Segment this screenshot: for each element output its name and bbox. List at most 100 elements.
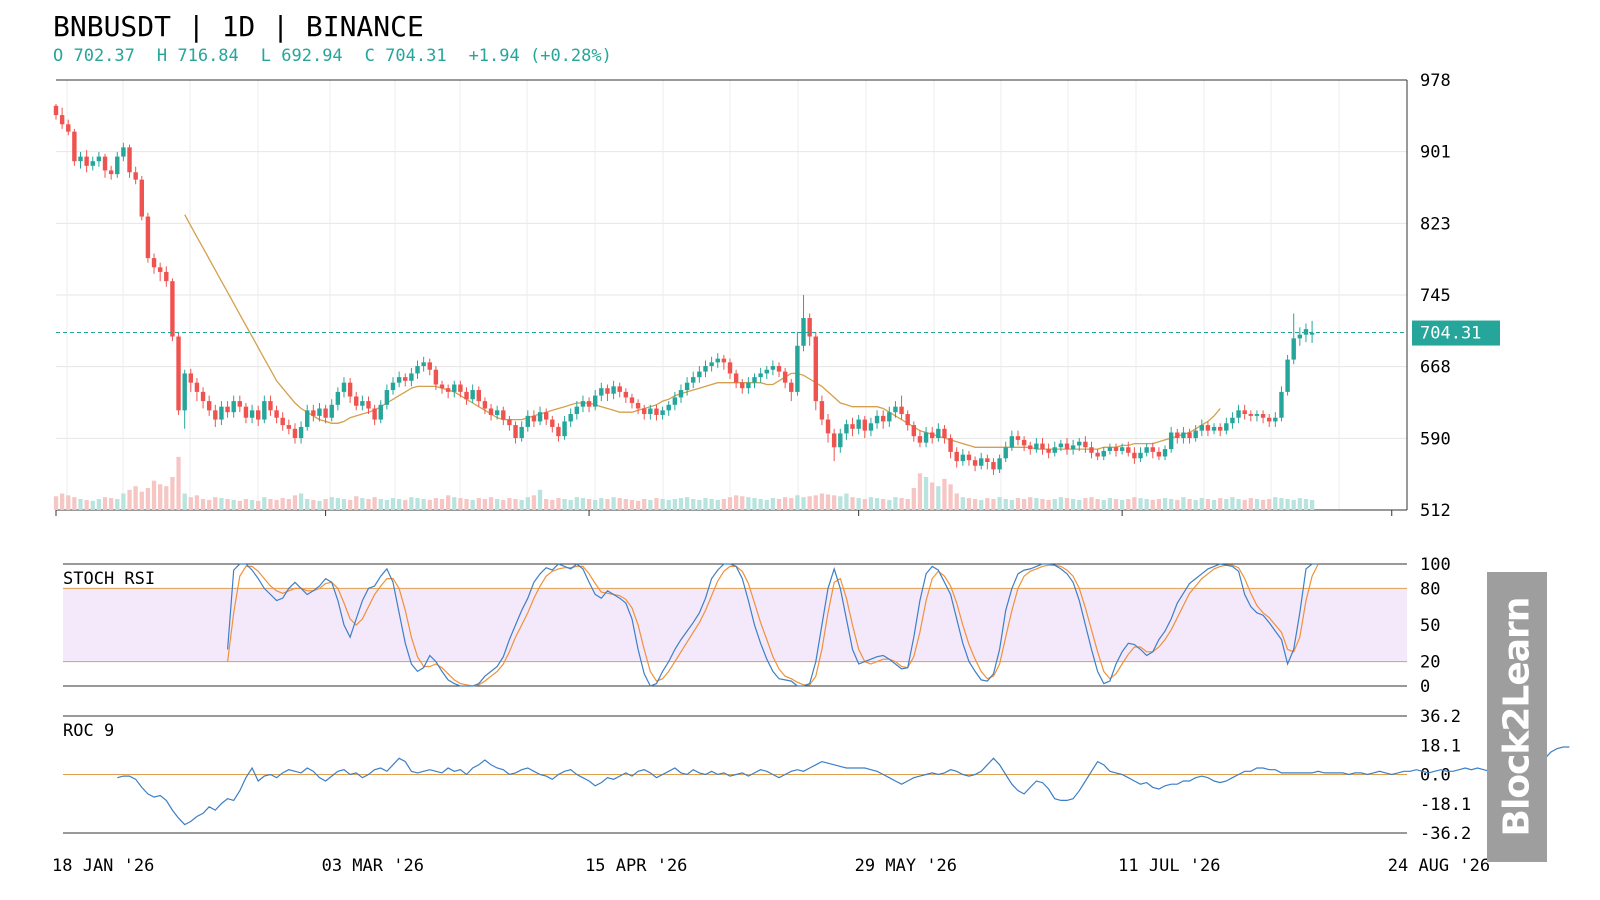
candle bbox=[1144, 443, 1149, 457]
candle-body bbox=[635, 402, 641, 409]
candle bbox=[905, 410, 910, 431]
volume-bar bbox=[776, 499, 782, 510]
candle bbox=[684, 377, 690, 396]
stoch-label: STOCH RSI bbox=[63, 569, 155, 589]
candle bbox=[329, 399, 334, 422]
volume-bar bbox=[972, 499, 978, 510]
candle bbox=[1254, 410, 1260, 422]
candle-body bbox=[347, 382, 353, 397]
candle bbox=[979, 452, 984, 470]
candle bbox=[752, 373, 757, 389]
volume-bar bbox=[458, 498, 463, 510]
candle bbox=[923, 426, 929, 448]
volume-bar bbox=[72, 497, 77, 510]
price-tick-label: 978 bbox=[1420, 71, 1451, 91]
candle bbox=[194, 378, 200, 402]
candle-body bbox=[721, 358, 727, 363]
watermark-text: Block2Learn bbox=[1496, 597, 1538, 837]
candle-body bbox=[586, 401, 592, 407]
candle-body bbox=[188, 373, 194, 383]
volume-bar bbox=[311, 499, 316, 510]
candle-body bbox=[1009, 436, 1015, 448]
candle bbox=[452, 380, 457, 398]
candle bbox=[531, 410, 537, 427]
volume-bar bbox=[850, 497, 855, 510]
candle-body bbox=[697, 371, 702, 378]
candle bbox=[274, 405, 279, 424]
candle bbox=[789, 378, 794, 402]
volume-bar bbox=[1138, 498, 1143, 510]
candle bbox=[1199, 419, 1205, 437]
candle bbox=[1119, 443, 1125, 455]
candle bbox=[1205, 421, 1211, 437]
volume-bar bbox=[403, 499, 408, 510]
volume-bar bbox=[84, 499, 89, 510]
candle-body bbox=[403, 377, 408, 381]
candle-body bbox=[157, 267, 163, 272]
candle-body bbox=[182, 373, 187, 411]
last-price-box bbox=[1412, 320, 1500, 346]
candle bbox=[298, 421, 304, 444]
candle bbox=[874, 410, 880, 429]
volume-bar bbox=[151, 480, 157, 510]
candle bbox=[936, 423, 941, 442]
candle bbox=[580, 395, 586, 413]
volume-bar bbox=[740, 496, 745, 510]
roc-line bbox=[117, 746, 1570, 826]
roc-tick-label: -18.1 bbox=[1420, 795, 1471, 815]
candle-body bbox=[1015, 436, 1021, 440]
candle bbox=[384, 384, 390, 410]
candle bbox=[1046, 443, 1051, 459]
candle-body bbox=[1266, 417, 1272, 422]
candle-body bbox=[678, 390, 684, 398]
candle-body bbox=[329, 404, 334, 418]
volume-bar bbox=[556, 498, 561, 510]
candle bbox=[556, 423, 561, 442]
candle-body bbox=[580, 401, 586, 407]
volume-bar bbox=[476, 498, 481, 510]
volume-bar bbox=[421, 499, 426, 510]
candle-body bbox=[1217, 426, 1223, 431]
volume-bar bbox=[1021, 499, 1027, 510]
candle-body bbox=[1089, 447, 1094, 453]
volume-bar bbox=[985, 498, 990, 510]
candle-body bbox=[317, 408, 322, 416]
candle-body bbox=[452, 384, 457, 392]
candle bbox=[206, 395, 212, 416]
x-tick-label: 11 JUL '26 bbox=[1118, 856, 1220, 876]
volume-bar bbox=[813, 495, 818, 510]
x-tick-label: 24 AUG '26 bbox=[1388, 856, 1490, 876]
volume-bar bbox=[1083, 498, 1088, 510]
candle bbox=[709, 356, 714, 372]
price-grid bbox=[56, 80, 1407, 510]
candle-body bbox=[666, 404, 671, 411]
price-tick-label: 901 bbox=[1420, 143, 1451, 163]
ohlc-open: O 702.37 bbox=[53, 46, 135, 66]
candle-body bbox=[985, 458, 990, 463]
volume-bar bbox=[396, 499, 402, 510]
candle bbox=[1187, 428, 1192, 444]
candle bbox=[347, 378, 353, 403]
candle-body bbox=[537, 412, 543, 422]
candle bbox=[378, 400, 383, 424]
volume-bar bbox=[574, 497, 579, 510]
volume-bar bbox=[341, 499, 347, 510]
candle-body bbox=[795, 345, 800, 392]
candle bbox=[543, 408, 549, 426]
candle-body bbox=[960, 454, 966, 462]
candle bbox=[691, 371, 696, 389]
volume-bar bbox=[305, 499, 310, 510]
candle-body bbox=[519, 426, 524, 439]
volume-bar bbox=[121, 493, 126, 510]
candle-body bbox=[752, 377, 757, 383]
volume-bar bbox=[617, 498, 622, 510]
candle bbox=[960, 449, 966, 466]
candle-body bbox=[53, 105, 59, 116]
candle-body bbox=[574, 406, 580, 415]
volume-bar bbox=[1175, 499, 1180, 510]
volume-bar bbox=[182, 493, 187, 510]
volume-bar bbox=[133, 486, 138, 510]
volume-bar bbox=[139, 491, 144, 510]
candle bbox=[592, 390, 598, 411]
